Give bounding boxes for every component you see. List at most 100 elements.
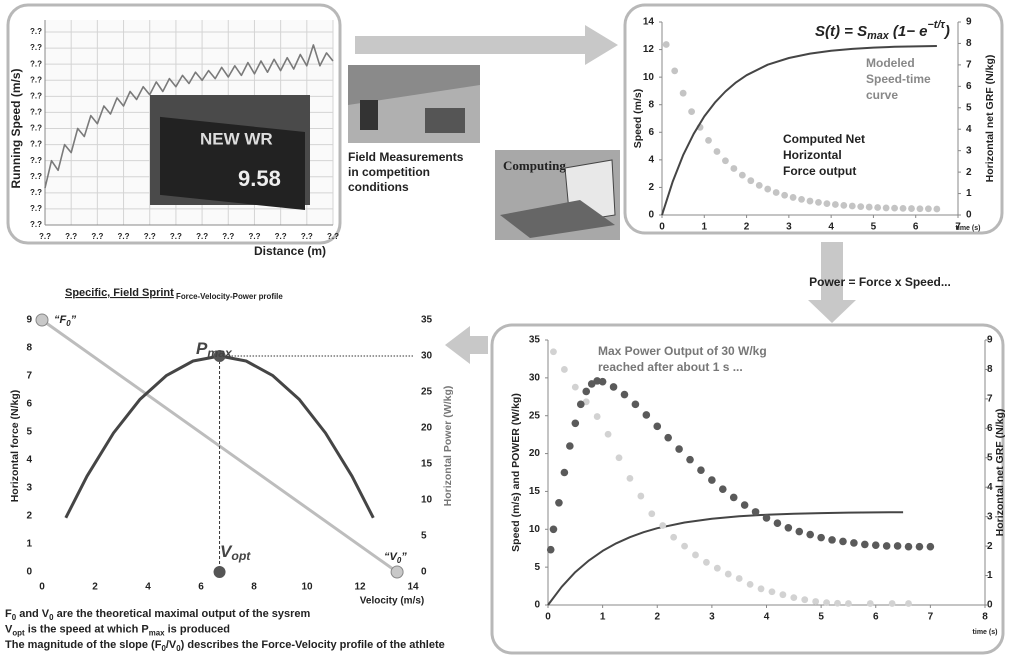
y2-tick-label: 7 bbox=[966, 60, 972, 71]
footnote-part: 0 bbox=[12, 613, 17, 622]
series-dot bbox=[916, 205, 924, 213]
v0-marker bbox=[390, 565, 404, 579]
point-label-part: V bbox=[220, 542, 233, 561]
series-dot bbox=[686, 455, 694, 464]
y-tick-label: 6 bbox=[648, 127, 654, 138]
point-label: “F0” bbox=[54, 314, 77, 328]
field-caption: Field Measurements bbox=[348, 150, 464, 164]
field-caption: conditions bbox=[348, 180, 409, 194]
point-label: “V0” bbox=[384, 551, 407, 565]
y-tick-label: ?.? bbox=[30, 27, 42, 36]
footnote-part: F bbox=[5, 608, 12, 620]
y-tick-label: 14 bbox=[643, 17, 655, 28]
series-dot bbox=[713, 564, 721, 572]
x-tick-label: 5 bbox=[871, 222, 877, 233]
y2-tick-label: 3 bbox=[966, 145, 972, 156]
x-tick-label: 1 bbox=[600, 612, 606, 623]
x-tick-label: ?.? bbox=[39, 232, 51, 241]
x-tick-label: 1 bbox=[702, 222, 708, 233]
footnote-part: 0 bbox=[161, 644, 166, 653]
series-dot bbox=[681, 542, 688, 550]
y2-tick-label: 15 bbox=[421, 459, 433, 470]
series-dot bbox=[747, 177, 755, 185]
y2-tick-label: 35 bbox=[421, 315, 433, 326]
series-line bbox=[547, 511, 904, 606]
series-dot bbox=[840, 201, 848, 209]
footnotes: F0 and V0 are the theoretical maximal ou… bbox=[5, 608, 445, 653]
series-dot bbox=[751, 508, 760, 516]
footnote-part: The magnitude of the slope (F bbox=[5, 639, 162, 651]
series-dot bbox=[848, 202, 856, 210]
annotation: Force output bbox=[783, 164, 856, 178]
series-dot bbox=[724, 570, 732, 578]
vopt-marker bbox=[213, 566, 226, 578]
y2-tick-label: 6 bbox=[987, 423, 993, 434]
x-tick-label: ?.? bbox=[327, 232, 339, 241]
field-photo bbox=[348, 65, 480, 143]
y-tick-label: 25 bbox=[529, 410, 541, 421]
series-dot bbox=[653, 422, 662, 431]
formula-part: (1− e bbox=[889, 23, 928, 40]
x-tick-label: 3 bbox=[709, 612, 715, 623]
footnote-part: ) describes the Force-Velocity profile o… bbox=[181, 639, 445, 651]
y-tick-label: 5 bbox=[534, 562, 540, 573]
x-tick-label: 4 bbox=[828, 222, 834, 233]
x-tick-label: ?.? bbox=[144, 232, 156, 241]
series-dot bbox=[882, 542, 891, 550]
series-dot bbox=[857, 203, 865, 211]
series-dot bbox=[697, 466, 705, 475]
x-tick-label: ?.? bbox=[222, 232, 234, 241]
field-caption: in competition bbox=[348, 165, 430, 179]
x-tick-label: 7 bbox=[955, 222, 961, 233]
footnote: F0 and V0 are the theoretical maximal ou… bbox=[5, 608, 311, 622]
y-axis-label: Speed (m/s) and POWER (W/kg) bbox=[510, 393, 522, 552]
series-dot bbox=[692, 551, 699, 559]
series-dot bbox=[662, 41, 670, 48]
series-dot bbox=[615, 454, 623, 462]
x-tick-label: 8 bbox=[251, 582, 257, 593]
footnote-part: max bbox=[149, 629, 165, 638]
formula: S(t) = Smax (1− e−t/τ) bbox=[815, 19, 950, 42]
y2-tick-label: 1 bbox=[966, 188, 972, 199]
series-dot bbox=[626, 474, 634, 482]
series-dot bbox=[904, 542, 913, 551]
footnote-part: is produced bbox=[165, 623, 230, 635]
annotation: Modeled bbox=[866, 56, 915, 70]
x-tick-label: 12 bbox=[354, 582, 366, 593]
y2-axis-label: Horizontal Power (W/kg) bbox=[442, 386, 454, 507]
f0-marker bbox=[35, 313, 49, 327]
x-tick-label: 4 bbox=[764, 612, 770, 623]
y2-tick-label: 30 bbox=[421, 351, 433, 362]
footnote-part: /V bbox=[166, 639, 177, 651]
y-tick-label: ?.? bbox=[30, 75, 42, 84]
point-label-part: 0 bbox=[66, 319, 71, 328]
point-label-part: ” bbox=[71, 314, 77, 326]
series-dot bbox=[664, 433, 672, 442]
point-label-part: max bbox=[207, 346, 233, 360]
y-tick-label: 2 bbox=[648, 182, 654, 193]
series-dot bbox=[779, 591, 787, 599]
series-dot bbox=[546, 545, 555, 554]
x-tick-label: 0 bbox=[659, 222, 665, 233]
x-tick-label: 8 bbox=[982, 612, 988, 623]
series-dot bbox=[740, 501, 749, 509]
series-dot bbox=[648, 510, 656, 518]
footnote-part: and V bbox=[16, 608, 50, 620]
x-axis-label: Distance (m) bbox=[254, 244, 326, 258]
series-dot bbox=[598, 377, 607, 386]
y2-tick-label: 4 bbox=[987, 482, 993, 493]
point-label-part: “V bbox=[384, 551, 399, 563]
series-dot bbox=[823, 200, 831, 208]
series-dot bbox=[773, 519, 782, 528]
annotation: Max Power Output of 30 W/kg bbox=[598, 344, 767, 358]
point-label-part: P bbox=[196, 339, 208, 358]
y2-tick-label: 0 bbox=[987, 600, 993, 611]
chart-title-part: Specific, Field Sprint bbox=[65, 287, 174, 299]
series-dot bbox=[729, 493, 738, 502]
scoreboard-text: NEW WR bbox=[200, 129, 273, 148]
series-dot bbox=[768, 588, 776, 596]
series-dot bbox=[560, 468, 569, 477]
point-label: Vopt bbox=[220, 542, 251, 563]
series-dot bbox=[839, 537, 847, 546]
series-dot bbox=[871, 541, 880, 549]
